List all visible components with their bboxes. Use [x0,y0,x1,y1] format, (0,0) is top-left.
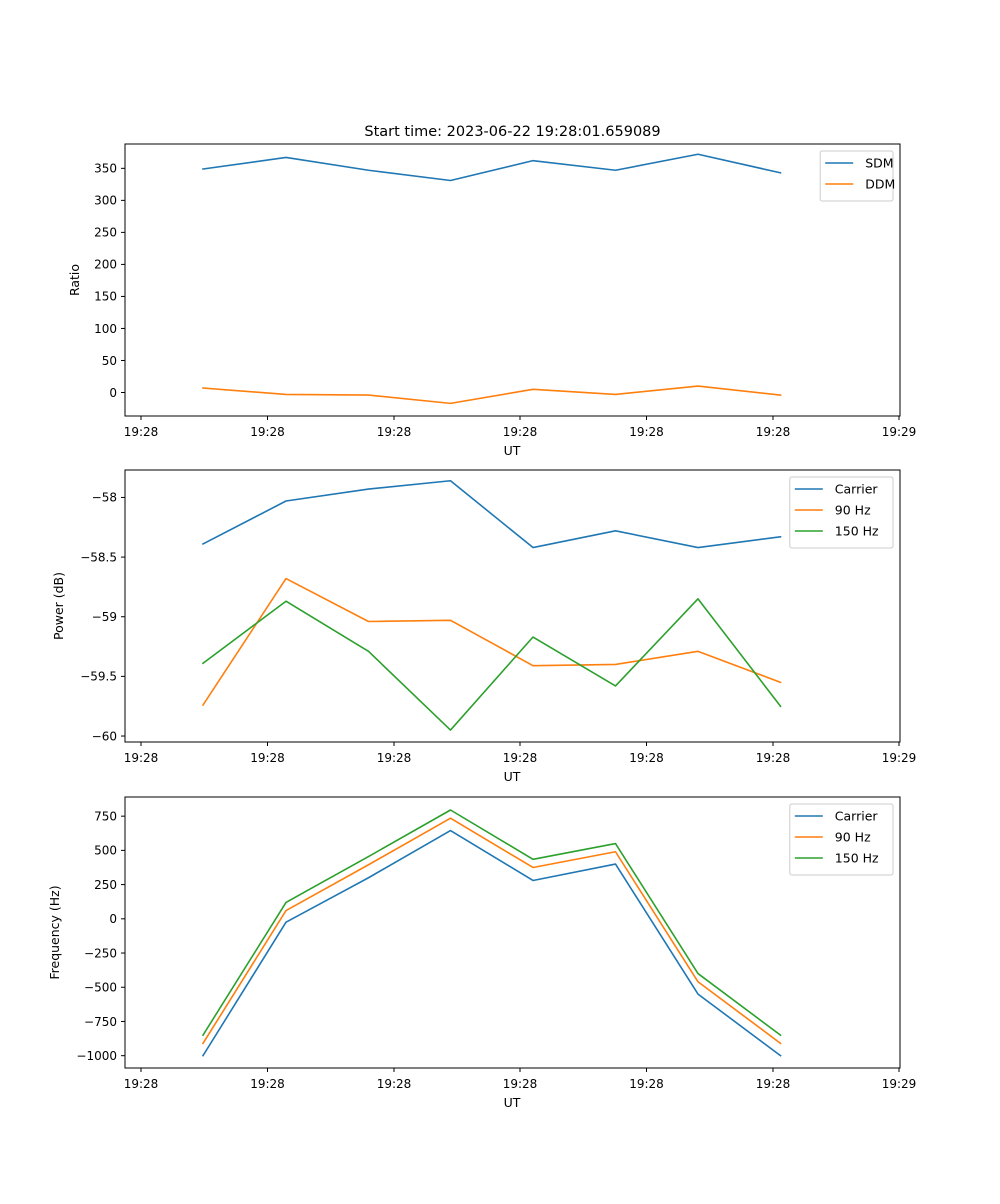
series-line-150-hz [201,598,782,731]
x-tick-label: 19:28 [250,425,285,439]
y-axis-label: Ratio [67,264,82,296]
y-axis-label: Frequency (Hz) [47,885,62,979]
y-tick-label: −250 [84,946,117,960]
x-tick-label: 19:28 [629,1077,664,1091]
x-tick-label: 19:29 [882,425,917,439]
y-tick-label: −58.5 [80,550,117,564]
series-line-150-hz [201,809,782,1037]
x-tick-label: 19:28 [503,751,538,765]
y-tick-label: −60 [92,729,117,743]
x-tick-label: 19:28 [629,751,664,765]
y-tick-label: 250 [94,878,117,892]
legend-label: 150 Hz [835,851,879,866]
legend-label: 150 Hz [835,524,879,539]
y-tick-label: 150 [94,290,117,304]
chart-panel-3: 19:28 19:28 19:28 19:28 19:28 19:28 19:29 −1000… [47,796,917,1110]
series-line-ddm [202,385,782,405]
x-tick-label: 19:28 [503,425,538,439]
y-tick-label: 750 [94,809,117,823]
y-tick-label: 0 [109,386,117,400]
x-tick-label: 19:28 [124,1077,159,1091]
figure-title: Start time: 2023-06-22 19:28:01.659089 [364,124,660,140]
x-tick-label: 19:28 [756,1077,791,1091]
y-tick-label: −59 [92,610,117,624]
legend-label: SDM [865,156,893,171]
x-tick-label: 19:28 [377,751,412,765]
x-axis-label: UT [504,443,521,458]
legend-label: Carrier [835,809,879,824]
legend-label: DDM [865,177,895,192]
x-tick-label: 19:28 [124,425,159,439]
x-tick-label: 19:28 [629,425,664,439]
chart-panel-2: 19:28 19:28 19:28 19:28 19:28 19:28 19:29 −58 −5… [51,469,917,784]
legend-label: Carrier [835,482,879,497]
series-line-carrier [201,479,782,549]
y-tick-label: −58 [92,491,117,505]
series-line-carrier [201,829,782,1057]
y-axis-label: Power (dB) [51,572,66,640]
x-tick-label: 19:28 [756,425,791,439]
y-tick-label: 0 [109,912,117,926]
y-tick-label: 300 [94,194,117,208]
x-tick-label: 19:28 [250,751,285,765]
x-tick-label: 19:29 [882,1077,917,1091]
y-tick-label: −500 [84,981,117,995]
y-tick-label: 200 [94,258,117,272]
x-tick-label: 19:28 [503,1077,538,1091]
x-tick-label: 19:28 [377,425,412,439]
x-axis-label: UT [504,1095,521,1110]
chart-panel-1: 19:28 19:28 19:28 19:28 19:28 19:28 19:29 0 50 10… [67,143,917,458]
legend: Carrier 90 Hz 150 Hz [789,476,894,549]
legend-label: 90 Hz [835,830,871,845]
y-tick-label: −1000 [76,1049,117,1063]
y-tick-label: 50 [102,354,117,368]
legend: Carrier 90 Hz 150 Hz [789,803,894,876]
x-axis-label: UT [504,769,521,784]
x-tick-label: 19:28 [756,751,791,765]
x-tick-label: 19:28 [250,1077,285,1091]
series-line-sdm [202,153,782,182]
axes-frame [124,143,901,417]
y-tick-label: −750 [84,1015,117,1029]
x-tick-label: 19:28 [377,1077,412,1091]
y-tick-label: 500 [94,844,117,858]
axes-frame [124,796,901,1069]
legend: SDM DDM [819,150,895,202]
legend-label: 90 Hz [835,503,871,518]
y-tick-label: −59.5 [80,670,117,684]
x-tick-label: 19:29 [882,751,917,765]
series-line-90-hz [201,577,782,707]
y-tick-label: 250 [94,226,117,240]
y-tick-label: 350 [94,162,117,176]
axes-frame [124,469,901,743]
y-tick-label: 100 [94,322,117,336]
series-line-90-hz [201,817,782,1045]
x-tick-label: 19:28 [124,751,159,765]
